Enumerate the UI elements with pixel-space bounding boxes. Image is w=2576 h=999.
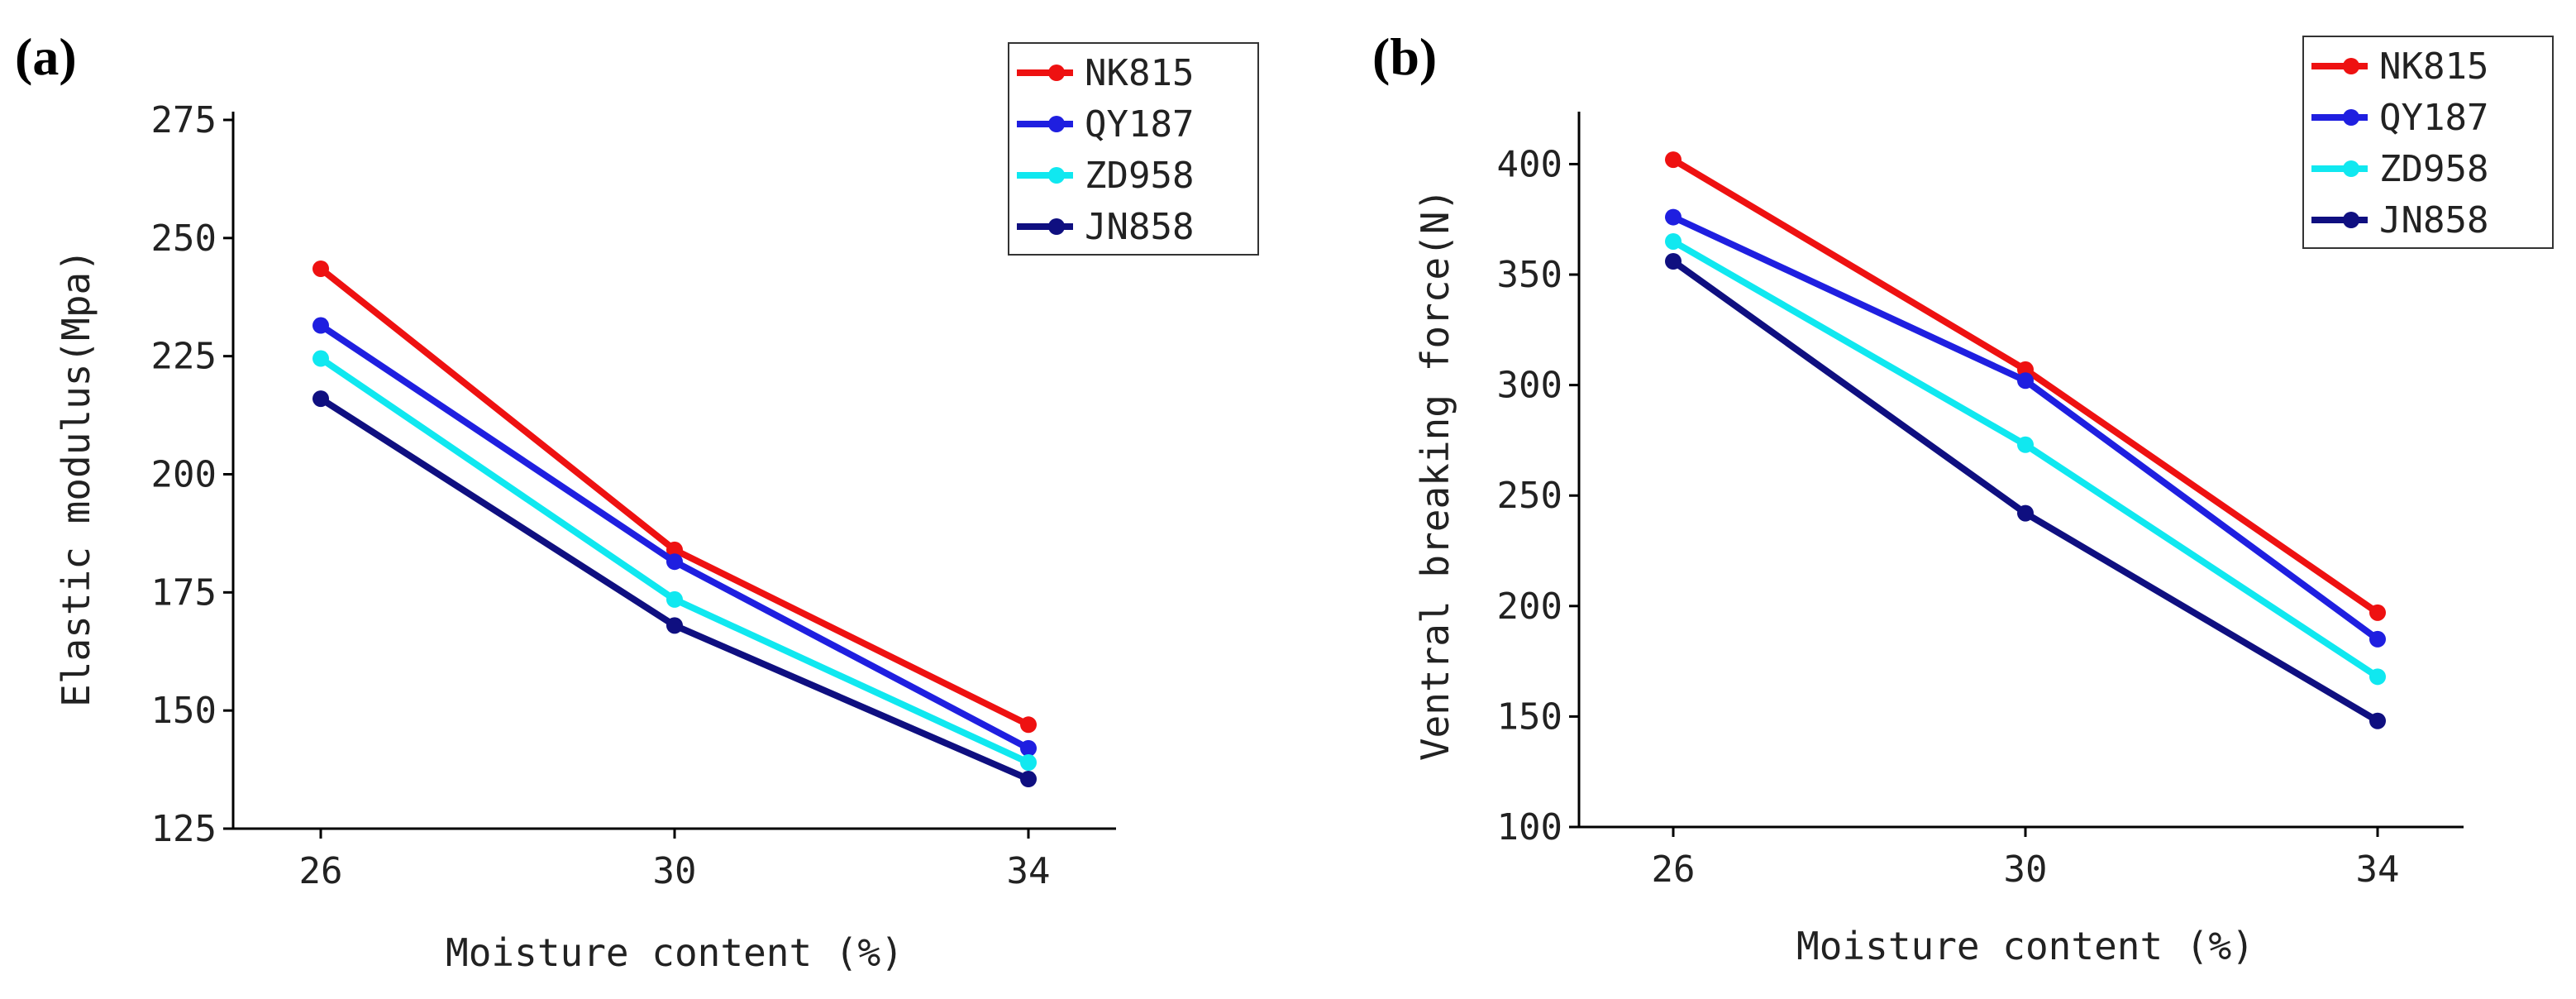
x-tick-label: 26	[1652, 848, 1696, 891]
data-point-zd958	[666, 590, 683, 608]
x-tick-label: 30	[653, 850, 697, 892]
data-point-zd958	[2369, 668, 2386, 686]
data-point-qy187	[666, 553, 683, 571]
panel-b: (b) Ventral breaking force(N) Moisture c…	[1372, 27, 2554, 968]
data-point-qy187	[1020, 739, 1037, 757]
legend-label: NK815	[2379, 45, 2488, 88]
legend-swatch-marker	[1048, 218, 1065, 235]
data-point-nk815	[666, 541, 683, 558]
x-axis-title: Moisture content (%)	[1796, 924, 2254, 968]
series-line-jn858	[1670, 258, 2381, 724]
legend-swatch-marker	[1048, 65, 1065, 81]
y-tick-label: 100	[1497, 806, 1562, 848]
series-line-jn858	[317, 395, 1032, 783]
legend-label: ZD958	[2379, 148, 2488, 190]
series-line-zd958	[1670, 237, 2381, 681]
legend-swatch-marker	[1048, 116, 1065, 132]
legend-swatch-marker	[2343, 160, 2359, 177]
plot-area: 125 150 175 200 225 250 275 26 30 34 NK815 QY187 ZD9…	[151, 42, 1259, 892]
y-tick-label: 250	[1497, 475, 1562, 517]
y-tick-label: 175	[151, 571, 217, 614]
panel-a: (a) Elastic modulus(Mpa) Moisture conten…	[15, 27, 1259, 975]
data-point-qy187	[2017, 372, 2034, 390]
data-point-nk815	[1665, 151, 1682, 169]
panel-label: (a)	[15, 27, 77, 86]
panel-label: (b)	[1372, 27, 1437, 86]
series-line-nk815	[317, 265, 1032, 729]
data-point-zd958	[1020, 754, 1037, 772]
y-tick-label: 300	[1497, 365, 1562, 407]
y-tick-label: 250	[151, 217, 217, 260]
data-point-qy187	[312, 317, 329, 334]
plot-area: 100 150 200 250 300 350 400 26 30 34 NK815 QY187 ZD9…	[1497, 36, 2554, 891]
legend-label: JN858	[2379, 199, 2488, 241]
series-line-qy187	[317, 322, 1032, 752]
data-point-jn858	[1020, 771, 1037, 788]
y-tick-label: 225	[151, 336, 217, 378]
data-point-nk815	[312, 260, 329, 277]
y-tick-label: 150	[1497, 695, 1562, 738]
legend-label: NK815	[1085, 52, 1194, 94]
data-point-nk815	[1020, 716, 1037, 734]
x-tick-label: 34	[2356, 848, 2400, 891]
data-point-jn858	[666, 617, 683, 634]
data-point-zd958	[312, 350, 329, 367]
y-tick-label: 200	[151, 454, 217, 496]
data-point-jn858	[2369, 712, 2386, 729]
y-tick-label: 275	[151, 99, 217, 141]
legend-swatch-marker	[2343, 212, 2359, 228]
y-tick-label: 350	[1497, 254, 1562, 296]
legend-label: JN858	[1085, 206, 1194, 248]
data-point-qy187	[2369, 630, 2386, 648]
series-line-qy187	[1670, 213, 2381, 643]
legend-swatch-marker	[2343, 109, 2359, 126]
y-tick-label: 150	[151, 690, 217, 732]
x-tick-label: 26	[299, 850, 343, 892]
legend-box	[1008, 42, 1259, 256]
data-point-jn858	[1665, 253, 1682, 270]
legend-label: QY187	[2379, 97, 2488, 139]
y-tick-label: 400	[1497, 143, 1562, 185]
y-tick-label: 125	[151, 808, 217, 850]
legend-label: QY187	[1085, 103, 1194, 146]
legend-label: ZD958	[1085, 155, 1194, 197]
data-point-zd958	[1665, 232, 1682, 250]
data-point-nk815	[2369, 604, 2386, 621]
data-point-jn858	[312, 390, 329, 408]
data-point-zd958	[2017, 436, 2034, 453]
data-point-qy187	[1665, 208, 1682, 226]
x-tick-label: 34	[1007, 850, 1051, 892]
y-axis-title: Elastic modulus(Mpa)	[54, 249, 98, 707]
legend-box	[2302, 36, 2554, 249]
y-tick-label: 200	[1497, 586, 1562, 628]
legend-swatch-marker	[2343, 58, 2359, 74]
legend-swatch-marker	[1048, 167, 1065, 184]
x-tick-label: 30	[2004, 848, 2048, 891]
x-axis-title: Moisture content (%)	[446, 930, 904, 975]
y-axis-title: Ventral breaking force(N)	[1413, 189, 1457, 761]
data-point-jn858	[2017, 504, 2034, 522]
